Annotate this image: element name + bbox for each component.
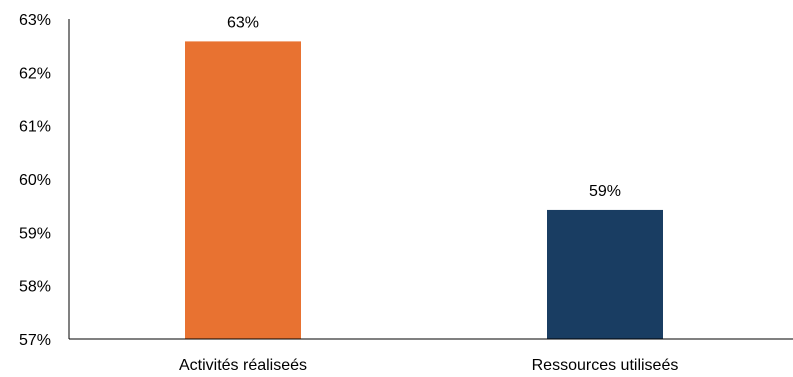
y-tick-label: 59% [19,225,51,242]
y-axis-ticks: 57% 58% 59% 60% 61% 62% 63% [19,12,51,349]
y-tick-label: 58% [19,279,51,296]
x-category-label: Ressources utiliseés [532,357,679,374]
y-tick-label: 63% [19,12,51,29]
y-tick-label: 62% [19,65,51,82]
y-tick-label: 57% [19,332,51,349]
data-labels: 63% 59% [227,14,621,200]
x-axis-categories: Activités réaliseés Ressources utiliseés [179,357,678,374]
y-tick-label: 61% [19,119,51,136]
bar-value-label: 63% [227,14,259,31]
bars [185,41,663,340]
x-category-label: Activités réaliseés [179,357,307,374]
y-tick-label: 60% [19,172,51,189]
bar [185,41,301,340]
bar [547,209,663,339]
bar-value-label: 59% [589,183,621,200]
